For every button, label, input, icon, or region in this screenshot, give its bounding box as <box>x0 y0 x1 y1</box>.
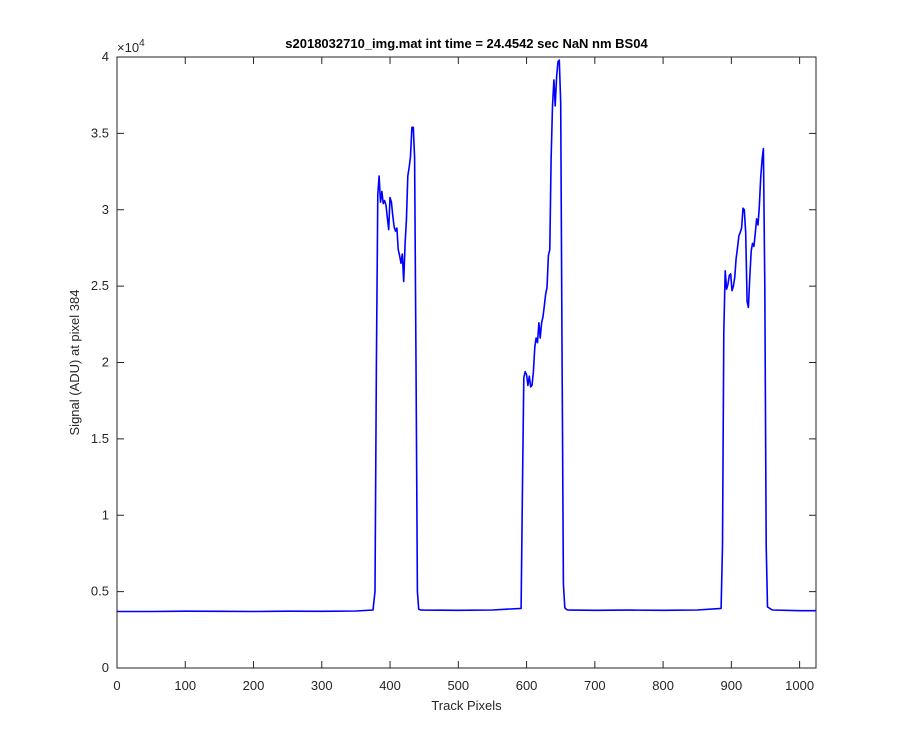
y-exponent-base: ×10 <box>117 40 139 55</box>
y-axis-exponent: ×104 <box>117 38 145 55</box>
y-tick-label: 3 <box>102 202 109 217</box>
y-tick-label: 0 <box>102 660 109 675</box>
x-tick-label: 500 <box>447 678 469 693</box>
plot-area <box>117 57 816 668</box>
x-tick-label: 400 <box>379 678 401 693</box>
x-tick-label: 300 <box>311 678 333 693</box>
x-axis-label: Track Pixels <box>431 698 502 713</box>
y-tick-label: 3.5 <box>91 125 109 140</box>
x-tick-label: 200 <box>243 678 265 693</box>
y-tick-label: 2 <box>102 355 109 370</box>
y-tick-label: 2.5 <box>91 278 109 293</box>
series-layer <box>117 59 816 613</box>
x-tick-label: 700 <box>584 678 606 693</box>
chart-title: s2018032710_img.mat int time = 24.4542 s… <box>285 36 648 51</box>
x-tick-label: 600 <box>516 678 538 693</box>
x-tick-label: 1000 <box>785 678 814 693</box>
x-tick-label: 900 <box>721 678 743 693</box>
y-tick-label: 4 <box>102 49 109 64</box>
series-line <box>117 59 816 613</box>
x-tick-label: 0 <box>113 678 120 693</box>
x-tick-label: 800 <box>652 678 674 693</box>
y-tick-label: 1.5 <box>91 431 109 446</box>
ticks-layer: 0 100 200 300 400 500 600 700 800 900 1000 0 0.5 1 1.5… <box>91 49 816 693</box>
y-exponent-power: 4 <box>139 38 145 49</box>
y-tick-label: 0.5 <box>91 584 109 599</box>
y-axis-label: Signal (ADU) at pixel 384 <box>67 290 82 436</box>
y-tick-label: 1 <box>102 507 109 522</box>
x-tick-label: 100 <box>174 678 196 693</box>
